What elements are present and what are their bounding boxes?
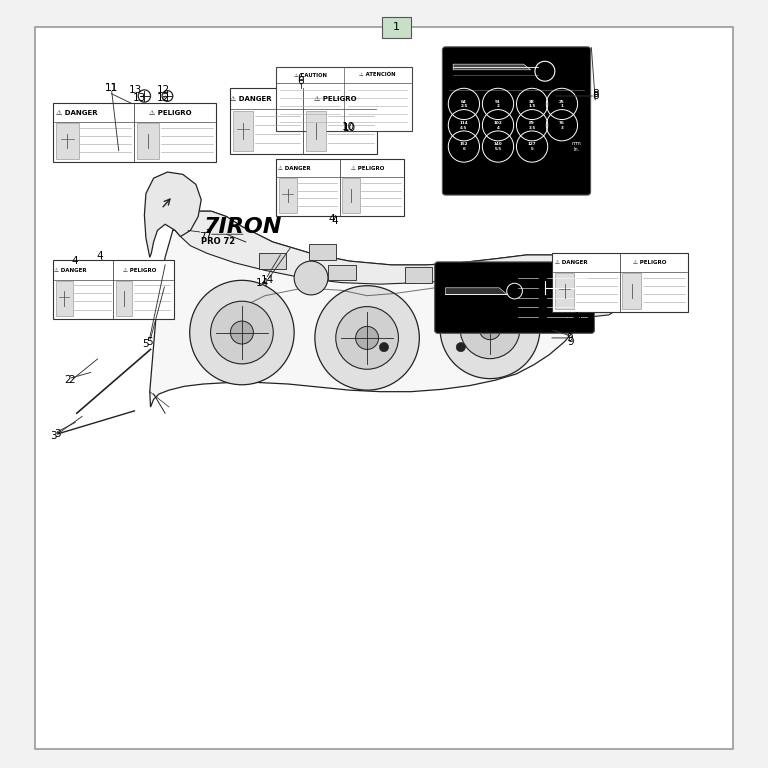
Text: 5: 5 bbox=[147, 336, 153, 347]
FancyBboxPatch shape bbox=[137, 124, 159, 159]
Text: 4: 4 bbox=[97, 250, 103, 261]
Bar bbox=[259, 253, 286, 269]
Circle shape bbox=[336, 306, 399, 369]
FancyBboxPatch shape bbox=[276, 67, 412, 131]
Text: ⚠ DANGER: ⚠ DANGER bbox=[555, 260, 588, 265]
Text: 4: 4 bbox=[575, 315, 581, 326]
Bar bbox=[328, 265, 356, 280]
Text: 4: 4 bbox=[71, 256, 78, 266]
Polygon shape bbox=[445, 288, 507, 294]
FancyBboxPatch shape bbox=[233, 111, 253, 151]
FancyBboxPatch shape bbox=[442, 47, 591, 195]
FancyBboxPatch shape bbox=[382, 17, 411, 38]
Text: 4: 4 bbox=[573, 312, 579, 323]
Text: 14: 14 bbox=[260, 275, 274, 286]
FancyBboxPatch shape bbox=[53, 103, 216, 162]
Text: ⚠ CAUTION: ⚠ CAUTION bbox=[293, 73, 326, 78]
Text: ⚠ DANGER: ⚠ DANGER bbox=[230, 96, 272, 102]
Text: PRO 72: PRO 72 bbox=[201, 237, 235, 247]
Text: ⚠ PELIGRO: ⚠ PELIGRO bbox=[123, 268, 156, 273]
Text: 2: 2 bbox=[68, 375, 74, 386]
FancyBboxPatch shape bbox=[622, 273, 641, 309]
FancyBboxPatch shape bbox=[35, 27, 733, 749]
Polygon shape bbox=[150, 211, 590, 407]
Text: 13: 13 bbox=[129, 84, 143, 95]
Text: 6: 6 bbox=[298, 73, 304, 84]
Circle shape bbox=[210, 301, 273, 364]
FancyBboxPatch shape bbox=[555, 273, 574, 309]
Circle shape bbox=[479, 318, 501, 339]
Text: 140
5.5: 140 5.5 bbox=[494, 142, 502, 151]
Text: 6: 6 bbox=[298, 75, 304, 86]
Text: 10: 10 bbox=[343, 123, 356, 134]
Text: 9: 9 bbox=[567, 333, 573, 343]
Text: 1: 1 bbox=[392, 22, 400, 32]
Polygon shape bbox=[582, 275, 626, 316]
FancyBboxPatch shape bbox=[230, 88, 377, 154]
Text: 2: 2 bbox=[65, 375, 71, 386]
Text: 3: 3 bbox=[55, 429, 61, 439]
Circle shape bbox=[456, 343, 465, 352]
FancyBboxPatch shape bbox=[552, 253, 688, 312]
Text: 5: 5 bbox=[143, 339, 149, 349]
Circle shape bbox=[460, 299, 520, 359]
Text: 64
2.5: 64 2.5 bbox=[460, 100, 468, 108]
FancyBboxPatch shape bbox=[343, 178, 360, 213]
Bar bbox=[309, 244, 336, 260]
FancyBboxPatch shape bbox=[279, 178, 296, 213]
Text: 25
1: 25 1 bbox=[559, 100, 564, 108]
Text: 8: 8 bbox=[592, 91, 598, 101]
Circle shape bbox=[379, 343, 389, 352]
Text: ⚠ DANGER: ⚠ DANGER bbox=[54, 268, 87, 273]
Text: 4: 4 bbox=[332, 216, 338, 227]
Text: 114
4.5: 114 4.5 bbox=[459, 121, 468, 130]
Circle shape bbox=[190, 280, 294, 385]
Text: 4: 4 bbox=[329, 214, 335, 224]
Circle shape bbox=[440, 279, 540, 379]
Text: 13: 13 bbox=[133, 93, 147, 104]
Bar bbox=[405, 267, 432, 283]
Text: 9: 9 bbox=[568, 336, 574, 347]
Circle shape bbox=[230, 321, 253, 344]
Text: 76
3: 76 3 bbox=[559, 121, 564, 130]
Text: 152
6: 152 6 bbox=[460, 142, 468, 151]
Text: 11: 11 bbox=[104, 83, 118, 94]
Polygon shape bbox=[144, 172, 201, 257]
Text: 91
2: 91 2 bbox=[495, 100, 501, 108]
FancyBboxPatch shape bbox=[276, 159, 404, 216]
Circle shape bbox=[315, 286, 419, 390]
Text: ⚠ ATENCIÓN: ⚠ ATENCIÓN bbox=[359, 73, 396, 78]
Text: 12: 12 bbox=[157, 93, 170, 104]
Text: 7IRON: 7IRON bbox=[204, 217, 282, 237]
Text: 12: 12 bbox=[157, 84, 170, 95]
Text: 89
3.5: 89 3.5 bbox=[528, 121, 536, 130]
Text: 14: 14 bbox=[256, 277, 270, 288]
Text: 127
5: 127 5 bbox=[528, 142, 536, 151]
Text: ⚠ PELIGRO: ⚠ PELIGRO bbox=[351, 166, 385, 171]
Text: 10: 10 bbox=[341, 121, 355, 132]
Text: ⚠ PELIGRO: ⚠ PELIGRO bbox=[148, 110, 191, 116]
Text: 11: 11 bbox=[104, 83, 118, 94]
Text: ⚠ DANGER: ⚠ DANGER bbox=[278, 166, 310, 171]
FancyBboxPatch shape bbox=[116, 281, 132, 316]
FancyBboxPatch shape bbox=[435, 262, 594, 333]
FancyBboxPatch shape bbox=[56, 124, 78, 159]
Text: 7: 7 bbox=[199, 231, 205, 242]
Text: 38
1.5: 38 1.5 bbox=[528, 100, 536, 108]
Polygon shape bbox=[453, 65, 531, 70]
Text: ⚠ PELIGRO: ⚠ PELIGRO bbox=[633, 260, 667, 265]
Polygon shape bbox=[173, 211, 590, 288]
Circle shape bbox=[356, 326, 379, 349]
Text: 7: 7 bbox=[206, 229, 212, 240]
Circle shape bbox=[294, 261, 328, 295]
Text: 3: 3 bbox=[51, 431, 57, 442]
Text: ⚠ PELIGRO: ⚠ PELIGRO bbox=[314, 96, 357, 102]
FancyBboxPatch shape bbox=[53, 260, 174, 319]
Text: ⚠ DANGER: ⚠ DANGER bbox=[55, 110, 97, 116]
FancyBboxPatch shape bbox=[306, 111, 326, 151]
FancyBboxPatch shape bbox=[56, 281, 73, 316]
Text: mm
In.: mm In. bbox=[571, 141, 581, 152]
Text: 102
4: 102 4 bbox=[494, 121, 502, 130]
Text: 8: 8 bbox=[592, 88, 598, 99]
